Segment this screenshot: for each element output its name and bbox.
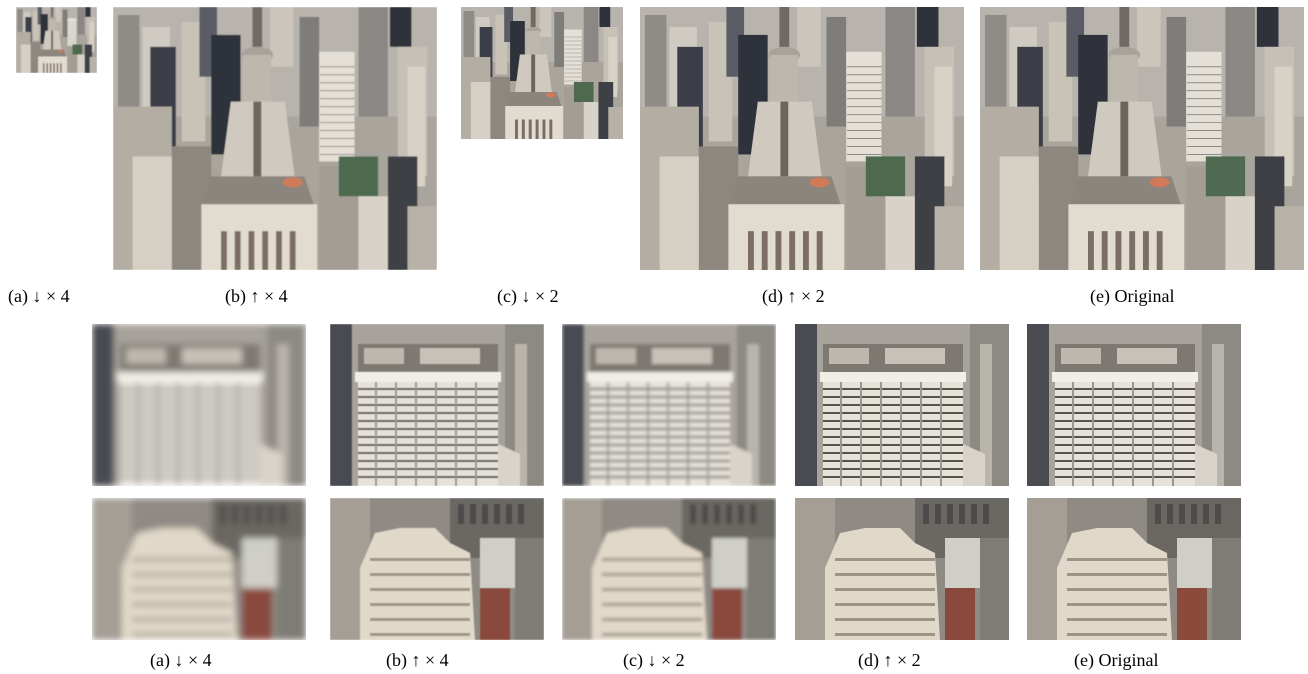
crop-tower-e [1027, 324, 1241, 486]
crop-tower-d [795, 324, 1009, 486]
crop-stepped-d [795, 498, 1009, 640]
crop-tower-c [562, 324, 776, 486]
caption-e-bottom: (e) Original [1074, 650, 1159, 670]
image-b-top [113, 7, 437, 270]
crop-stepped-e [1027, 498, 1241, 640]
crop-tower-b [330, 324, 544, 486]
caption-a-bottom: (a) ↓ × 4 [150, 650, 212, 670]
caption-c-top: (c) ↓ × 2 [497, 286, 559, 306]
caption-b-top: (b) ↑ × 4 [225, 286, 288, 306]
image-e-top [980, 7, 1304, 270]
crop-tower-a [92, 324, 306, 486]
image-d-top [640, 7, 964, 270]
caption-d-bottom: (d) ↑ × 2 [858, 650, 921, 670]
image-a-top [16, 7, 97, 73]
crop-stepped-a [92, 498, 306, 640]
caption-e-top: (e) Original [1090, 286, 1175, 306]
caption-c-bottom: (c) ↓ × 2 [623, 650, 685, 670]
image-c-top [461, 7, 623, 139]
crop-stepped-b [330, 498, 544, 640]
caption-a-top: (a) ↓ × 4 [8, 286, 70, 306]
caption-d-top: (d) ↑ × 2 [762, 286, 825, 306]
crop-stepped-c [562, 498, 776, 640]
caption-b-bottom: (b) ↑ × 4 [386, 650, 449, 670]
